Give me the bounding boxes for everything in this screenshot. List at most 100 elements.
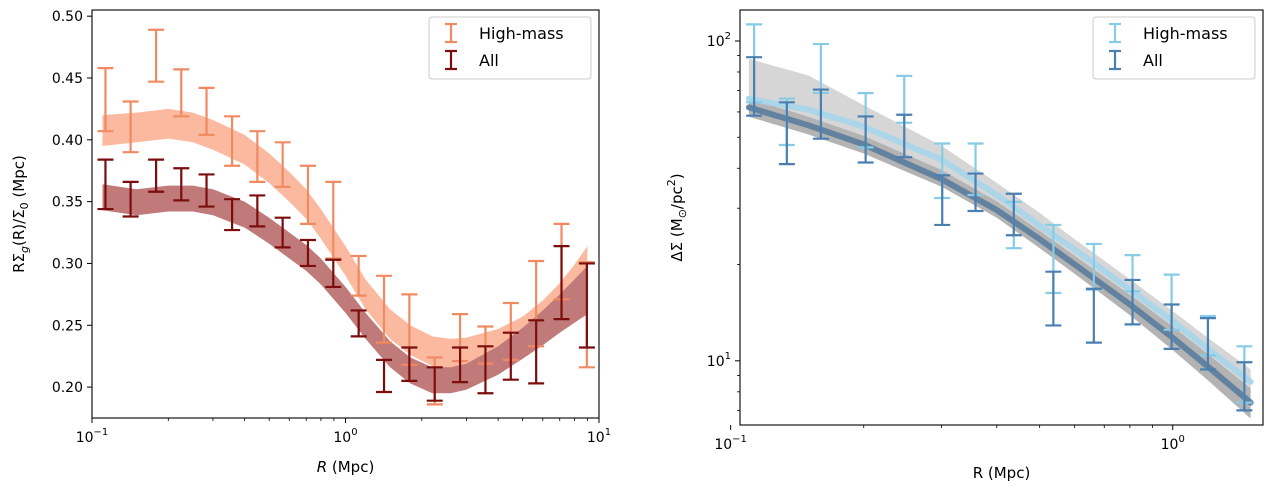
legend-label: High-mass	[1143, 24, 1228, 43]
legend-label: High-mass	[479, 24, 564, 43]
model-line-all	[745, 104, 1254, 406]
ylabel-sub: ⊙	[676, 209, 689, 218]
tick-base: 10	[1161, 437, 1179, 453]
legend-handle	[1109, 22, 1121, 44]
errorbar-all	[325, 258, 342, 289]
errorbar-all	[198, 173, 215, 208]
legend-handle	[445, 49, 457, 71]
tick-exponent: 0	[351, 427, 357, 438]
ylabel-part: RΣ	[10, 253, 28, 273]
errorbar-all	[350, 309, 367, 338]
x-axis-label-0: R (Mpc)	[317, 458, 375, 476]
y-tick-label: 0.30	[52, 256, 83, 272]
errorbar-all	[502, 331, 519, 381]
ylabel-sub: 0	[18, 202, 31, 209]
x-tick-label: 100	[1161, 434, 1185, 453]
errorbar-high-mass	[148, 28, 165, 83]
tick-exponent: −1	[94, 427, 109, 438]
axes-frame	[91, 9, 600, 419]
model-band-all	[102, 184, 588, 394]
model-band-high-mass	[102, 108, 588, 369]
y-tick-label: 0.45	[52, 71, 83, 87]
legend-label: All	[479, 51, 499, 70]
errorbar-high-mass	[350, 254, 367, 297]
errorbar-high-mass	[274, 141, 291, 188]
errorbar-all	[746, 56, 763, 117]
tick-exponent: 2	[725, 31, 731, 42]
tick-exponent: −1	[732, 434, 747, 445]
errorbar-all	[528, 319, 545, 385]
x-tick-label: 10−1	[714, 434, 747, 453]
tick-base: 10	[587, 430, 605, 446]
legend-1: High-mass All	[1092, 16, 1256, 80]
tick-exponent: 0	[1178, 434, 1184, 445]
xlabel-italic: R	[317, 458, 327, 476]
legend-handle	[1109, 49, 1121, 71]
errorbar-all	[426, 366, 443, 402]
tick-base: 10	[333, 430, 351, 446]
x-tick-label: 100	[333, 427, 357, 446]
ylabel-sub: g	[18, 246, 31, 253]
tick-exponent: 1	[605, 427, 611, 438]
errorbar-all	[778, 101, 795, 166]
ylabel-part: (R)/Σ	[10, 209, 28, 246]
y-tick-label: 0.40	[52, 133, 83, 149]
errorbar-all	[477, 345, 494, 395]
ylabel-part: /pc	[668, 186, 686, 209]
errorbar-all	[1045, 270, 1062, 327]
legend-box	[428, 16, 592, 80]
y-axis-label-1: ΔΣ (M⊙/pc2)	[665, 173, 689, 261]
model-line-high-mass	[745, 95, 1254, 385]
legend-label: All	[1143, 51, 1163, 70]
legend-handle	[445, 22, 457, 44]
errorbar-high-mass	[173, 68, 190, 118]
ylabel-part: ΔΣ (M	[668, 218, 686, 261]
errorbar-all	[1005, 192, 1022, 237]
errorbar-all	[224, 198, 241, 232]
errorbar-high-mass	[122, 100, 139, 154]
errorbar-high-mass	[325, 180, 342, 260]
ylabel-sup: 2	[665, 179, 678, 186]
errorbar-all	[967, 172, 984, 213]
errorbar-all	[299, 238, 316, 268]
errorbar-all	[934, 174, 951, 227]
errorbar-all	[274, 216, 291, 249]
tick-base: 10	[707, 354, 725, 370]
errorbar-all	[896, 113, 913, 159]
errorbar-high-mass	[198, 86, 215, 136]
tick-exponent: 1	[725, 351, 731, 362]
legend-0: High-mass All	[428, 16, 592, 80]
tick-base: 10	[707, 34, 725, 50]
axes-frame	[739, 9, 1264, 426]
errorbar-all	[148, 158, 165, 193]
model-band-all	[748, 98, 1251, 419]
y-tick-label: 0.20	[52, 380, 83, 396]
ylabel-part: )	[668, 173, 686, 179]
errorbar-all	[401, 346, 418, 383]
y-tick-label: 101	[707, 351, 731, 370]
errorbar-all	[173, 167, 190, 202]
errorbar-all	[1124, 278, 1141, 326]
errorbar-all	[1236, 361, 1253, 412]
errorbar-all	[1085, 287, 1102, 344]
plot-area-0	[97, 28, 595, 406]
y-tick-label: 102	[707, 31, 731, 50]
errorbar-all	[578, 262, 595, 349]
y-tick-label: 0.25	[52, 318, 83, 334]
errorbar-all	[122, 180, 139, 218]
tick-base: 10	[76, 430, 94, 446]
errorbar-all	[452, 346, 469, 384]
xlabel-rest: (Mpc)	[327, 458, 374, 476]
x-tick-label: 10−1	[76, 427, 109, 446]
errorbar-all	[376, 358, 393, 394]
y-axis-label-0: RΣg(R)/Σ0 (Mpc)	[10, 155, 31, 273]
errorbar-all	[812, 88, 829, 140]
x-tick-label: 101	[587, 427, 611, 446]
errorbar-high-mass	[97, 67, 114, 133]
errorbar-all	[553, 245, 570, 321]
legend-box	[1092, 16, 1256, 80]
